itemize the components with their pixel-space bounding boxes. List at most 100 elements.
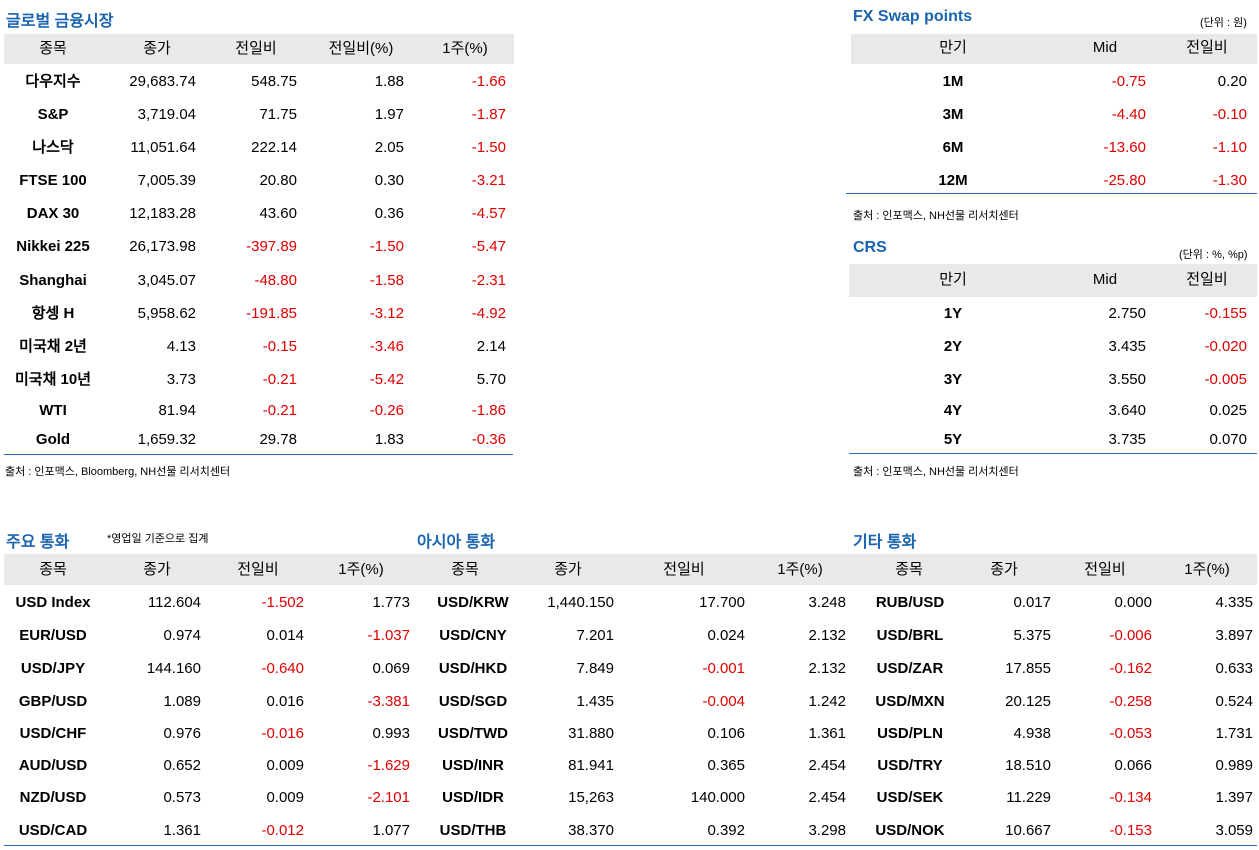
crs-row-label: 3Y — [943, 371, 963, 388]
major-row-label: USD Index — [15, 594, 91, 611]
major-cell: 1.361 — [163, 822, 201, 839]
global-row-label: Shanghai — [19, 272, 87, 289]
crs-row-label: 1Y — [943, 305, 963, 322]
asia-cell: 31.880 — [568, 725, 614, 742]
global-cell: 4.13 — [166, 338, 196, 355]
global-cell: 0.30 — [374, 172, 404, 189]
global-col-header: 종가 — [143, 40, 171, 57]
major-cell: -1.629 — [367, 757, 410, 774]
other-cell: 0.989 — [1215, 757, 1253, 774]
major-col-header: 종목 — [39, 561, 67, 578]
fxswap-source: 출처 : 인포맥스, NH선물 리서치센터 — [853, 210, 1019, 222]
currency-bottom-rule — [4, 845, 1257, 846]
global-cell: -0.15 — [262, 338, 297, 355]
fxswap-cell: -1.30 — [1212, 172, 1247, 189]
major-cell: 0.009 — [266, 757, 304, 774]
other-cell: -0.153 — [1109, 822, 1152, 839]
global-cell: -1.66 — [471, 73, 506, 90]
global-cell: -1.86 — [471, 402, 506, 419]
fxswap-cell: -13.60 — [1103, 139, 1146, 156]
global-cell: 3,045.07 — [137, 272, 196, 289]
major-cell: -0.012 — [261, 822, 304, 839]
global-row-label: 나스닥 — [32, 139, 74, 156]
other-cell: 3.897 — [1215, 627, 1253, 644]
other-cell: 11.229 — [1006, 789, 1051, 806]
other-cell: 20.125 — [1005, 693, 1051, 710]
global-cell: -1.87 — [471, 106, 506, 123]
crs-col-header: 만기 — [939, 271, 967, 288]
global-cell: -0.21 — [262, 402, 297, 419]
crs-cell: 2.750 — [1108, 305, 1146, 322]
fxswap-unit: (단위 : 원) — [1200, 17, 1247, 29]
asia-col-header: 종가 — [554, 561, 582, 578]
other-cell: 10.667 — [1005, 822, 1051, 839]
other-col-header: 종가 — [990, 561, 1018, 578]
major-cell: 0.573 — [163, 789, 201, 806]
other-cell: 4.335 — [1215, 594, 1253, 611]
major-cell: 0.993 — [372, 725, 410, 742]
asia-cell: 0.365 — [707, 757, 745, 774]
global-cell: -0.36 — [471, 431, 506, 448]
crs-col-header: 전일비 — [1186, 271, 1228, 288]
asia-col-header: 1주(%) — [777, 561, 823, 578]
other-cell: 0.000 — [1114, 594, 1152, 611]
asia-cell: 1.435 — [576, 693, 614, 710]
asia-cell: 38.370 — [568, 822, 614, 839]
asia-row-label: USD/INR — [442, 757, 504, 774]
global-row-label: WTI — [39, 402, 67, 419]
global-cell: 1.83 — [374, 431, 404, 448]
fxswap-cell: -1.10 — [1212, 139, 1247, 156]
global-cell: -5.47 — [471, 238, 506, 255]
other-cell: 3.059 — [1215, 822, 1253, 839]
other-col-header: 종목 — [895, 561, 923, 578]
business-day-note: *영업일 기준으로 집계 — [107, 533, 209, 545]
global-cell: 3,719.04 — [137, 106, 196, 123]
other-row-label: USD/BRL — [876, 627, 944, 644]
global-market-title: 글로벌 금융시장 — [6, 13, 114, 30]
fxswap-cell: 0.20 — [1217, 73, 1247, 90]
major-cell: 1.089 — [163, 693, 201, 710]
asia-cell: -0.004 — [702, 693, 745, 710]
asia-cell: 0.024 — [707, 627, 745, 644]
crs-bottom-rule — [849, 453, 1257, 454]
global-cell: 5.70 — [476, 371, 506, 388]
other-cell: 0.524 — [1215, 693, 1253, 710]
other-cell: 4.938 — [1013, 725, 1051, 742]
global-cell: 1,659.32 — [137, 431, 196, 448]
major-row-label: AUD/USD — [18, 757, 88, 774]
global-cell: 43.60 — [259, 205, 297, 222]
asia-cell: 3.248 — [808, 594, 846, 611]
asia-cell: 0.106 — [707, 725, 745, 742]
global-cell: -48.80 — [254, 272, 297, 289]
asia-row-label: USD/TWD — [438, 725, 508, 742]
fxswap-header-bar — [851, 34, 1257, 64]
other-cell: 1.397 — [1215, 789, 1253, 806]
major-cell: 1.077 — [372, 822, 410, 839]
global-row-label: S&P — [37, 106, 69, 123]
asia-cell: 7.849 — [576, 660, 614, 677]
asia-row-label: USD/THB — [439, 822, 507, 839]
asia-row-label: USD/CNY — [439, 627, 507, 644]
global-cell: -5.42 — [369, 371, 404, 388]
asia-cell: -0.001 — [702, 660, 745, 677]
other-row-label: RUB/USD — [875, 594, 945, 611]
major-cell: -1.502 — [261, 594, 304, 611]
crs-cell: -0.155 — [1204, 305, 1247, 322]
global-cell: 3.73 — [166, 371, 196, 388]
major-cell: 0.652 — [163, 757, 201, 774]
fxswap-bottom-rule — [846, 193, 1257, 194]
global-cell: 7,005.39 — [137, 172, 196, 189]
asia-row-label: USD/SGD — [438, 693, 508, 710]
other-row-label: USD/SEK — [876, 789, 944, 806]
global-cell: 2.05 — [374, 139, 404, 156]
global-cell: -3.46 — [369, 338, 404, 355]
global-cell: 71.75 — [259, 106, 297, 123]
fxswap-col-header: 전일비 — [1186, 39, 1228, 56]
fxswap-col-header: Mid — [1092, 39, 1118, 56]
fxswap-cell: -4.40 — [1111, 106, 1146, 123]
asia-cell: 3.298 — [808, 822, 846, 839]
fxswap-row-label: 1M — [942, 73, 964, 90]
other-cell: 1.731 — [1215, 725, 1253, 742]
fxswap-col-header: 만기 — [939, 39, 967, 56]
global-cell: -1.50 — [471, 139, 506, 156]
